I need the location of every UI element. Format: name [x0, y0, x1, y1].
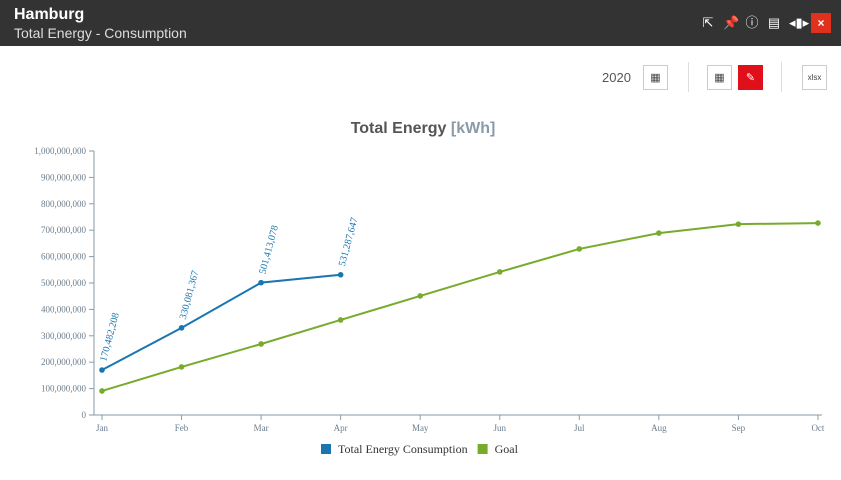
table-icon: ▦: [714, 72, 725, 84]
y-tick-label: 400,000,000: [41, 304, 87, 314]
y-tick-label: 700,000,000: [41, 225, 87, 235]
data-point: [576, 246, 583, 252]
data-label: 501,413,078: [257, 224, 281, 275]
data-label: 330,081,367: [178, 269, 202, 320]
divider: [781, 62, 782, 92]
legend-label: Goal: [495, 442, 519, 456]
window-title: Hamburg: [14, 6, 85, 23]
calendar-button[interactable]: ▦: [643, 65, 668, 90]
x-tick-label: Jul: [574, 423, 585, 433]
y-tick-label: 0: [82, 410, 87, 420]
data-point: [815, 220, 821, 226]
x-tick-label: May: [412, 423, 429, 433]
y-tick-label: 500,000,000: [41, 278, 87, 288]
export-xlsx-button[interactable]: xlsx: [802, 65, 827, 90]
edit-button[interactable]: ✎: [738, 65, 763, 90]
data-point: [337, 317, 344, 323]
close-button[interactable]: ×: [811, 13, 831, 33]
window-subtitle: Total Energy - Consumption: [14, 25, 187, 41]
legend-label: Total Energy Consumption: [338, 442, 468, 456]
series-line: [101, 222, 818, 392]
window-header: Hamburg Total Energy - Consumption ⇱ 📌 ⓘ…: [0, 0, 841, 46]
popout-icon[interactable]: ⇱: [702, 15, 714, 30]
data-point: [337, 271, 344, 278]
xlsx-icon: xlsx: [807, 73, 822, 82]
data-point: [178, 364, 185, 370]
data-point: [496, 269, 503, 275]
pdf-icon[interactable]: ▤: [767, 15, 781, 30]
x-tick-label: Oct: [811, 423, 824, 433]
data-label: 170,482,208: [98, 312, 122, 363]
x-tick-label: Feb: [175, 423, 189, 433]
series-line: [101, 273, 341, 371]
divider: [688, 62, 689, 92]
chart-title: Total Energy [kWh]: [351, 120, 496, 137]
calendar-icon: ▦: [650, 72, 661, 84]
y-tick-label: 600,000,000: [41, 252, 87, 262]
data-point: [99, 367, 105, 373]
data-point: [258, 279, 264, 286]
legend-swatch: [321, 444, 331, 454]
x-tick-label: Jan: [96, 423, 108, 433]
year-label: 2020: [602, 70, 631, 85]
data-label: 531,287,647: [337, 216, 361, 267]
y-tick-label: 200,000,000: [41, 357, 87, 367]
x-tick-label: Sep: [732, 423, 746, 433]
y-tick-label: 100,000,000: [41, 384, 87, 394]
data-point: [178, 325, 185, 331]
x-tick-label: Mar: [254, 423, 269, 433]
data-point: [735, 221, 742, 227]
pencil-icon: ✎: [745, 72, 756, 84]
x-tick-label: Apr: [334, 423, 348, 433]
x-tick-label: Aug: [651, 423, 667, 433]
data-point: [656, 230, 662, 236]
data-point: [99, 388, 105, 394]
y-tick-label: 900,000,000: [41, 172, 87, 182]
data-point: [258, 341, 264, 347]
y-tick-label: 800,000,000: [41, 199, 87, 209]
table-button[interactable]: ▦: [707, 65, 732, 90]
legend-swatch: [477, 444, 488, 454]
info-icon[interactable]: ⓘ: [745, 15, 759, 30]
data-point: [417, 293, 424, 299]
y-tick-label: 300,000,000: [41, 331, 87, 341]
y-tick-label: 1,000,000,000: [34, 146, 86, 156]
x-tick-label: Jun: [493, 423, 506, 433]
pin-icon[interactable]: 📌: [723, 15, 740, 30]
